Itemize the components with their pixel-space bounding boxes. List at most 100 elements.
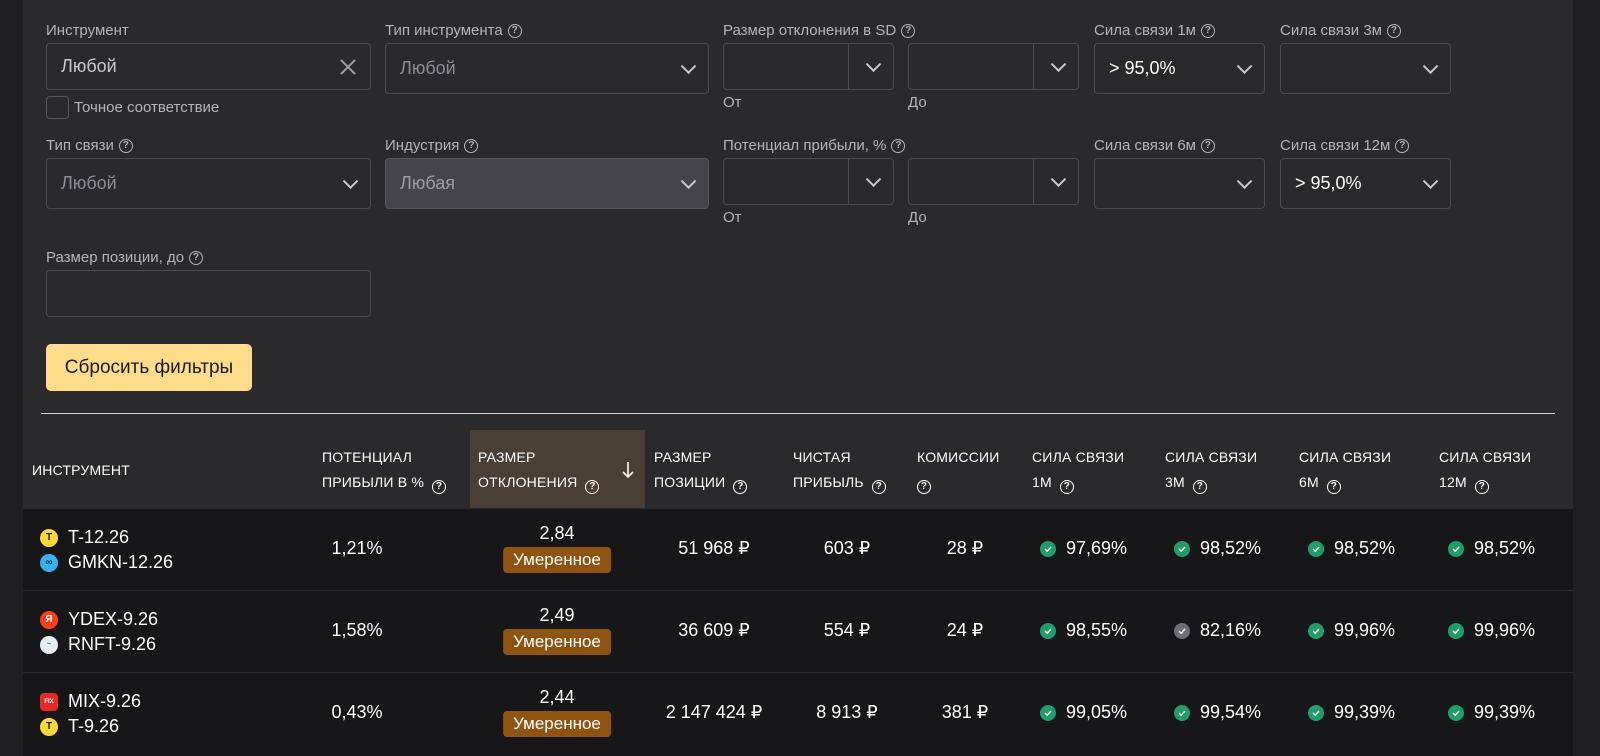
help-icon[interactable] xyxy=(917,480,931,494)
clear-icon[interactable] xyxy=(340,59,356,75)
instrument-pair[interactable]: FIX MIX-9.26 T T-9.26 xyxy=(40,689,141,739)
instrument-input[interactable]: Любой xyxy=(46,43,371,90)
profit-from-label: От xyxy=(723,209,742,226)
table-row[interactable]: Я YDEX-9.26 ~ RNFT-9.26 1,58% 2,49 Умеренн… xyxy=(23,590,1573,672)
strength-1m-cell: 99,05% xyxy=(1040,702,1127,723)
table-row[interactable]: T T-12.26 ∞ GMKN-12.26 1,21% 2,84 Умеренно… xyxy=(23,508,1573,590)
sorted-column-highlight xyxy=(470,430,645,508)
col-strength-6m[interactable]: СИЛА СВЯЗИ 6М xyxy=(1299,445,1391,495)
deviation-from-select[interactable] xyxy=(723,43,894,90)
instrument-type-select[interactable]: Любой xyxy=(385,43,709,94)
col-fees[interactable]: КОМИССИИ xyxy=(917,445,1000,495)
check-icon xyxy=(1448,704,1464,721)
help-icon[interactable] xyxy=(1386,23,1401,38)
deviation-sd-label: Размер отклонения в SD xyxy=(723,22,916,39)
col-strength-1m[interactable]: СИЛА СВЯЗИ 1М xyxy=(1032,445,1124,495)
help-icon[interactable] xyxy=(1200,23,1215,38)
fees-value: 24 ₽ xyxy=(946,620,984,640)
deviation-value: 2,84 xyxy=(539,523,575,543)
chevron-down-icon xyxy=(680,172,697,189)
chevron-down-icon xyxy=(865,55,882,72)
potential-value: 0,43% xyxy=(331,702,383,722)
col-position-size[interactable]: РАЗМЕР ПОЗИЦИИ xyxy=(654,445,748,495)
instrument-pair[interactable]: Я YDEX-9.26 ~ RNFT-9.26 xyxy=(40,607,158,657)
chevron-down-icon xyxy=(342,172,359,189)
profit-to-label: До xyxy=(908,209,927,226)
strength-1m-cell: 98,55% xyxy=(1040,620,1127,641)
help-icon[interactable] xyxy=(432,480,447,494)
help-icon[interactable] xyxy=(1059,480,1074,494)
check-icon xyxy=(1308,622,1324,639)
check-icon xyxy=(1308,540,1324,557)
check-icon xyxy=(1174,540,1190,557)
help-icon[interactable] xyxy=(1395,138,1410,153)
chevron-down-icon xyxy=(680,57,697,74)
position-value: 51 968 ₽ xyxy=(678,538,750,558)
profit-to-select[interactable] xyxy=(908,158,1079,205)
instrument-label: Инструмент xyxy=(46,22,129,39)
strength-12m-cell: 98,52% xyxy=(1448,538,1535,559)
strength-12m-select[interactable]: > 95,0% xyxy=(1280,158,1451,209)
col-potential[interactable]: ПОТЕНЦИАЛ ПРИБЫЛИ В % xyxy=(322,445,447,495)
help-icon[interactable] xyxy=(891,138,906,153)
split-divider xyxy=(1033,44,1034,89)
help-icon[interactable] xyxy=(118,138,133,153)
sort-arrow-down-icon[interactable] xyxy=(620,460,636,480)
exact-match-checkbox[interactable] xyxy=(46,96,69,119)
industry-select: Любая xyxy=(385,158,709,209)
position-size-input[interactable] xyxy=(46,270,371,317)
strength-1m-value: > 95,0% xyxy=(1109,58,1176,78)
col-net-profit[interactable]: ЧИСТАЯ ПРИБЫЛЬ xyxy=(793,445,886,495)
strength-3m-cell: 82,16% xyxy=(1174,620,1261,641)
instrument-name: GMKN-12.26 xyxy=(68,552,174,572)
col-strength-3m[interactable]: СИЛА СВЯЗИ 3М xyxy=(1165,445,1257,495)
strength-3m-select[interactable] xyxy=(1280,43,1451,94)
help-icon[interactable] xyxy=(464,138,479,153)
instrument-name: T-12.26 xyxy=(68,527,130,547)
help-icon[interactable] xyxy=(1200,138,1215,153)
col-instrument[interactable]: ИНСТРУМЕНТ xyxy=(32,462,130,478)
help-icon[interactable] xyxy=(507,23,522,38)
reset-filters-button[interactable]: Сбросить фильтры xyxy=(46,344,252,391)
tbank-logo-icon: T xyxy=(40,528,58,547)
net-profit-value: 8 913 ₽ xyxy=(816,702,878,722)
industry-value: Любая xyxy=(400,173,455,193)
help-icon[interactable] xyxy=(1326,480,1341,494)
strength-12m-cell: 99,39% xyxy=(1448,702,1535,723)
fees-value: 28 ₽ xyxy=(946,538,984,558)
help-icon[interactable] xyxy=(901,23,916,38)
help-icon[interactable] xyxy=(733,480,748,494)
tbank-logo-icon: T xyxy=(40,717,58,736)
fixprice-logo-icon: FIX xyxy=(40,692,58,711)
strength-12m-cell: 99,96% xyxy=(1448,620,1535,641)
exact-match-label: Точное соответствие xyxy=(74,99,220,116)
split-divider xyxy=(848,44,849,89)
help-icon[interactable] xyxy=(1192,480,1207,494)
chevron-down-icon xyxy=(1236,172,1253,189)
check-icon xyxy=(1040,704,1056,721)
help-icon[interactable] xyxy=(1474,480,1489,494)
deviation-to-select[interactable] xyxy=(908,43,1079,90)
table-row[interactable]: FIX MIX-9.26 T T-9.26 0,43% 2,44 Умеренное… xyxy=(23,672,1573,756)
col-strength-12m[interactable]: СИЛА СВЯЗИ 12М xyxy=(1439,445,1531,495)
instrument-pair[interactable]: T T-12.26 ∞ GMKN-12.26 xyxy=(40,525,173,575)
col-deviation[interactable]: РАЗМЕР ОТКЛОНЕНИЯ xyxy=(478,445,600,495)
strength-6m-select[interactable] xyxy=(1094,158,1265,209)
help-icon[interactable] xyxy=(871,480,886,494)
strength-1m-select[interactable]: > 95,0% xyxy=(1094,43,1265,94)
deviation-from-label: От xyxy=(723,94,742,111)
position-size-label: Размер позиции, до xyxy=(46,249,204,266)
nornickel-logo-icon: ∞ xyxy=(40,553,58,572)
chevron-down-icon xyxy=(1236,57,1253,74)
help-icon[interactable] xyxy=(189,250,204,265)
deviation-cell: 2,84 Умеренное xyxy=(503,523,611,573)
strength-12m-label: Сила связи 12м xyxy=(1280,137,1410,154)
help-icon[interactable] xyxy=(585,480,600,494)
deviation-to-label: До xyxy=(908,94,927,111)
profit-from-select[interactable] xyxy=(723,158,894,205)
instrument-name: T-9.26 xyxy=(68,716,120,736)
link-type-select[interactable]: Любой xyxy=(46,158,371,209)
strength-12m-value: > 95,0% xyxy=(1295,173,1362,193)
instrument-type-value: Любой xyxy=(400,58,456,78)
instrument-name: RNFT-9.26 xyxy=(68,634,157,654)
